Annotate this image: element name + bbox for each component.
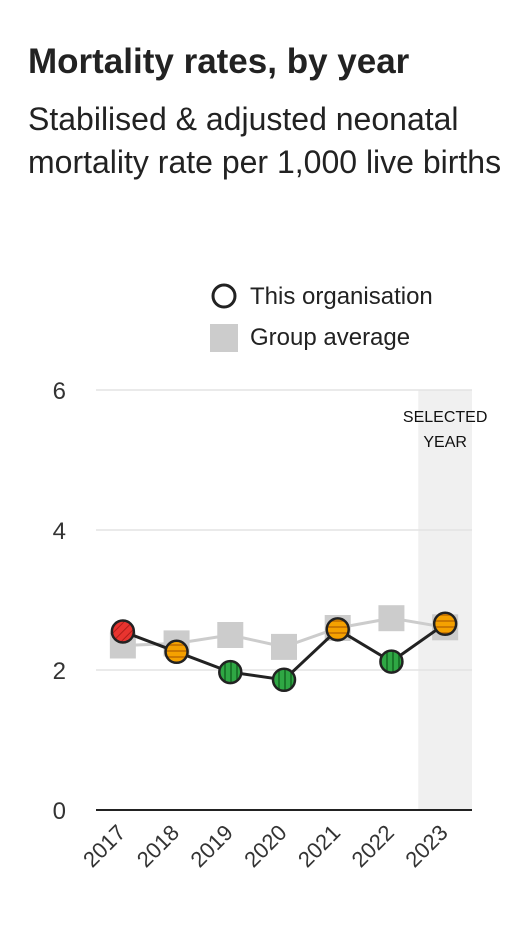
this-organisation-point-2019 <box>218 659 243 685</box>
x-tick-label-2020: 2020 <box>239 820 291 872</box>
series-this-organisation <box>110 611 458 693</box>
x-tick-label-2017: 2017 <box>78 820 130 872</box>
this-organisation-point-2017 <box>110 619 136 644</box>
legend-label-group-average: Group average <box>250 324 410 351</box>
legend: This organisation Group average <box>210 283 433 352</box>
x-tick-label-2022: 2022 <box>347 820 399 872</box>
x-axis-ticks: 2017 2018 2019 2020 2021 2022 2023 <box>78 820 453 872</box>
mortality-line-chart: This organisation Group average SELECTED… <box>53 283 488 872</box>
y-axis-ticks: 0 2 4 6 <box>53 378 66 825</box>
y-tick-label-2: 2 <box>53 658 66 685</box>
legend-marker-group-average <box>210 324 238 352</box>
chart-title: Mortality rates, by year <box>28 42 410 81</box>
x-tick-label-2021: 2021 <box>293 820 345 872</box>
this-organisation-point-2023 <box>432 611 458 637</box>
y-tick-label-4: 4 <box>53 518 66 545</box>
chart-subtitle: Stabilised & adjusted neonatal mortality… <box>28 101 502 180</box>
this-organisation-point-2022 <box>379 649 404 674</box>
x-tick-label-2023: 2023 <box>400 820 452 872</box>
legend-marker-this-organisation <box>211 283 237 309</box>
group-average-point-2022 <box>378 605 405 632</box>
group-average-point-2020 <box>271 633 297 660</box>
selected-year-label-line1: SELECTED <box>403 409 487 426</box>
y-tick-label-0: 0 <box>53 798 66 825</box>
y-tick-label-6: 6 <box>53 378 66 405</box>
gridlines <box>96 389 472 671</box>
group-average-point-2019 <box>217 622 244 648</box>
selected-year-band <box>418 390 472 810</box>
legend-label-this-organisation: This organisation <box>250 283 433 310</box>
x-tick-label-2019: 2019 <box>186 820 238 872</box>
this-organisation-point-2021 <box>325 617 350 642</box>
x-tick-label-2018: 2018 <box>132 820 184 872</box>
this-organisation-point-2020 <box>271 667 297 693</box>
this-organisation-point-2018 <box>164 639 189 665</box>
selected-year-label-line2: YEAR <box>423 434 467 451</box>
